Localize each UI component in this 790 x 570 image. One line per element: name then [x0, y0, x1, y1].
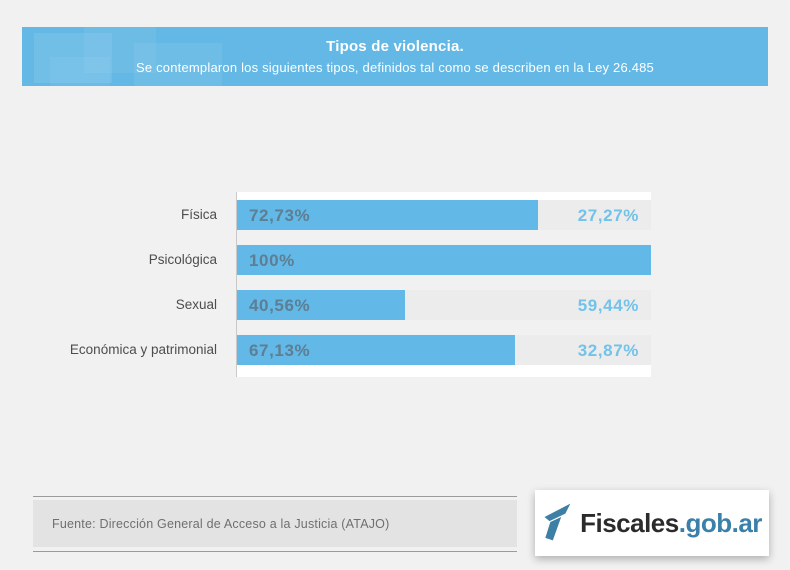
fiscales-logo: Fiscales.gob.ar [535, 490, 769, 556]
bar-row: 67,13% 32,87% [237, 335, 651, 365]
chart-plot: 72,73% 27,27% 100% 40,56% 59,44% 67,13% 32,87% [236, 192, 651, 377]
bar-value-label: 67,13% [249, 341, 311, 360]
category-labels: Física Psicológica Sexual Económica y patri… [30, 200, 217, 380]
page-title: Tipos de violencia. [326, 38, 464, 55]
source-text: Fuente: Dirección General de Acceso a la… [52, 516, 390, 531]
header-banner: Tipos de violencia. Se contemplaron los … [22, 27, 768, 86]
header-decoration [50, 57, 110, 86]
header-decoration [134, 43, 222, 86]
plot-bottom-strip [237, 365, 651, 377]
source-box: Fuente: Dirección General de Acceso a la… [33, 500, 517, 547]
category-label: Sexual [175, 297, 217, 312]
logo-text: Fiscales.gob.ar [580, 508, 762, 539]
bar-value-label: 72,73% [249, 206, 311, 225]
plot-top-strip [237, 192, 651, 200]
bar-value-label: 100% [249, 251, 295, 270]
bar-fill [237, 200, 539, 230]
category-label: Económica y patrimonial [69, 342, 217, 357]
bar-fill [237, 290, 405, 320]
bar-row: 72,73% 27,27% [237, 200, 651, 230]
bar-remainder-label: 27,27% [577, 206, 639, 225]
logo-brand: Fiscales [580, 507, 679, 538]
bar-row: 40,56% 59,44% [237, 290, 651, 320]
category-label: Física [180, 207, 217, 222]
bar-remainder-label: 59,44% [577, 296, 639, 315]
page-subtitle: Se contemplaron los siguientes tipos, de… [135, 60, 654, 75]
bar-rows: 72,73% 27,27% 100% 40,56% 59,44% 67,13% 32,87% [237, 200, 651, 365]
bar-remainder-label: 32,87% [577, 341, 639, 360]
logo-suffix: .gob.ar [678, 507, 763, 538]
bar-fill [237, 245, 651, 275]
bar-fill [237, 335, 515, 365]
source-divider-top [33, 496, 517, 497]
bar-value-label: 40,56% [249, 296, 311, 315]
header-decoration [34, 33, 112, 83]
source-divider-bottom [33, 551, 517, 552]
category-label: Psicológica [148, 252, 217, 267]
bar-row: 100% [237, 245, 651, 275]
header-decoration [84, 27, 156, 73]
fiscales-f-icon [544, 503, 571, 541]
